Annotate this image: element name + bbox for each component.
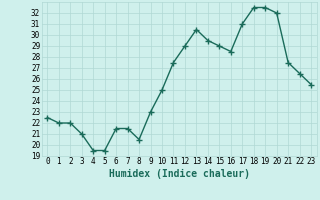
X-axis label: Humidex (Indice chaleur): Humidex (Indice chaleur) [109, 169, 250, 179]
